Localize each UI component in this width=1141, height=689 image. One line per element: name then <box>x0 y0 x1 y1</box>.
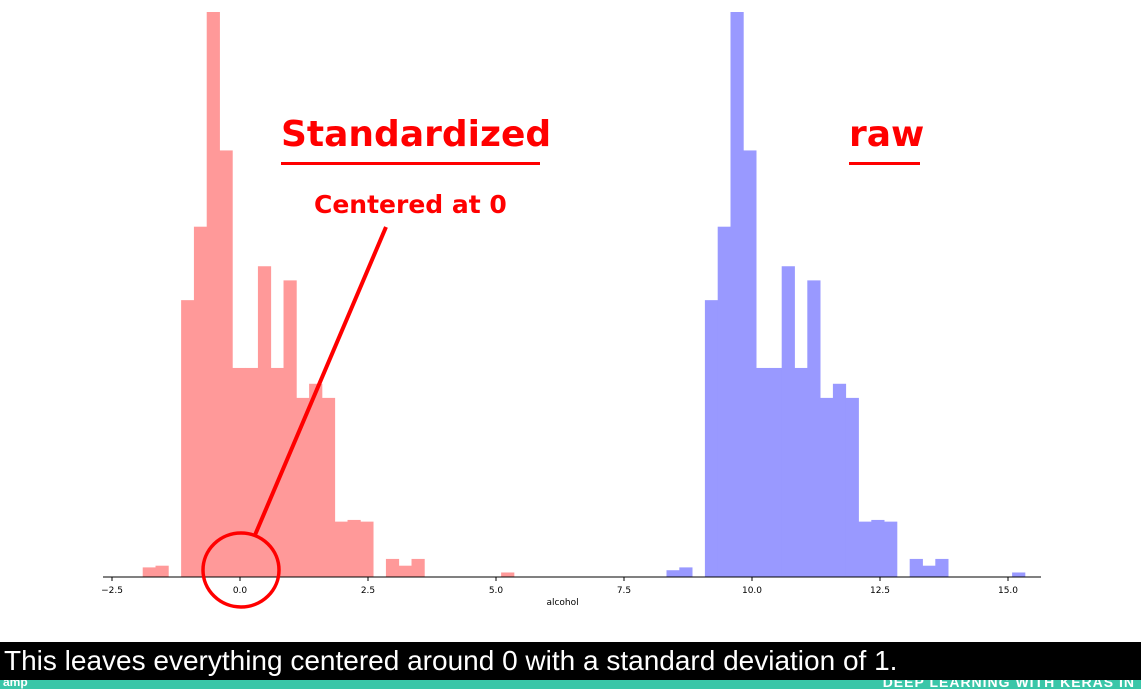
standardized-bar <box>245 367 259 577</box>
x-tick-label: 0.0 <box>233 586 248 596</box>
standardized-bar <box>501 572 515 577</box>
standardized-bar <box>155 565 169 577</box>
footer-course-title: DEEP LEARNING WITH KERAS IN <box>882 680 1135 689</box>
raw-bar <box>858 521 872 577</box>
x-tick-label: 15.0 <box>998 586 1018 596</box>
footer-strip: amp DEEP LEARNING WITH KERAS IN <box>0 680 1141 689</box>
standardized-bar <box>193 226 208 577</box>
standardized-bar <box>219 150 233 577</box>
x-tick-label: 7.5 <box>617 586 631 596</box>
standardized-bar <box>360 521 374 577</box>
standardized-bar <box>206 12 220 577</box>
center-highlight-circle <box>201 531 281 609</box>
x-tick-label: 12.5 <box>870 586 890 596</box>
x-tick-label: 5.0 <box>489 586 504 596</box>
x-tick-label: 10.0 <box>742 586 762 596</box>
standardized-bar <box>142 567 156 577</box>
raw-bar <box>666 570 680 577</box>
caption-bar: This leaves everything centered around 0… <box>0 642 1141 680</box>
standardized-bar <box>283 280 297 578</box>
footer-brand: amp <box>3 680 28 689</box>
raw-bar <box>768 367 783 577</box>
standardized-bar <box>411 558 425 577</box>
centered-annotation: Centered at 0 <box>314 190 507 219</box>
annotation-pointer-line <box>253 226 388 536</box>
raw-bar <box>1012 572 1026 577</box>
standardized-bar <box>232 367 246 577</box>
standardized-bar <box>270 367 284 577</box>
raw-bar <box>922 565 936 577</box>
raw-bar <box>909 558 923 577</box>
histogram-chart: −2.5 0.0 2.5 5.0 7.5 10.0 12.5 15.0 alcohol <box>101 12 1041 609</box>
standardized-bar <box>334 521 348 577</box>
raw-bar <box>832 383 847 577</box>
x-tick-label: −2.5 <box>101 586 123 596</box>
standardized-bar <box>257 266 272 577</box>
raw-bar <box>820 397 834 577</box>
standardized-bar <box>385 558 400 577</box>
x-tick-label: 2.5 <box>361 586 375 596</box>
standardized-underline <box>281 162 540 165</box>
raw-bar <box>743 150 757 577</box>
standardized-bar <box>347 519 361 577</box>
raw-bar <box>884 521 898 577</box>
standardized-bar <box>398 565 412 577</box>
raw-underline <box>849 162 920 165</box>
standardized-bar <box>296 397 310 577</box>
standardized-annotation: Standardized <box>281 114 552 155</box>
raw-bar <box>871 519 885 577</box>
chart-svg: −2.5 0.0 2.5 5.0 7.5 10.0 12.5 15.0 alcohol <box>101 12 1041 609</box>
standardized-bar <box>181 300 195 577</box>
raw-bar <box>756 367 770 577</box>
raw-bar <box>717 226 731 577</box>
raw-bar <box>935 558 949 577</box>
raw-annotation: raw <box>849 114 925 155</box>
raw-bar <box>845 397 859 577</box>
raw-bar <box>794 367 808 577</box>
standardized-bar <box>321 397 336 577</box>
raw-bar <box>730 12 744 577</box>
raw-bar <box>807 280 821 578</box>
raw-bar <box>781 266 795 577</box>
raw-bar <box>704 300 719 577</box>
x-axis-label: alcohol <box>546 598 578 608</box>
standardized-bar <box>309 383 323 577</box>
raw-bar <box>679 567 693 577</box>
